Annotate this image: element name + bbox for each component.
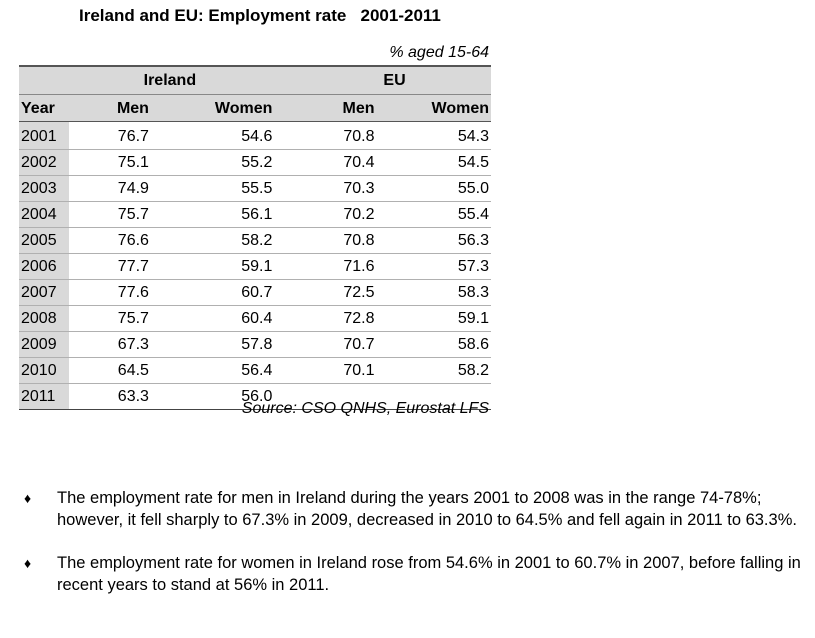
cell-eu-men: 70.1 — [304, 357, 407, 384]
cell-ireland-women: 60.7 — [189, 279, 305, 306]
table-row: 2011 63.3 56.0 — [19, 383, 491, 410]
table-row: 2008 75.7 60.4 72.8 59.1 — [19, 305, 491, 332]
cell-ireland-men: 75.7 — [68, 201, 190, 228]
bullet-text: The employment rate for men in Ireland d… — [57, 489, 797, 529]
cell-year: 2005 — [19, 227, 69, 254]
cell-ireland-men: 64.5 — [68, 357, 190, 384]
cell-ireland-women: 55.2 — [189, 149, 305, 176]
group-header-ireland: Ireland — [68, 65, 305, 95]
cell-year: 2001 — [19, 121, 69, 150]
employment-table: Ireland EU Year Men Women Men Women 2001… — [19, 65, 491, 410]
cell-eu-women: 54.3 — [457, 128, 489, 145]
table-row: 2007 77.6 60.7 72.5 58.3 — [19, 279, 491, 306]
column-header-ireland-men: Men — [68, 94, 190, 122]
table-row: 2002 75.1 55.2 70.4 54.5 — [19, 149, 491, 176]
cell-ireland-women: 58.2 — [189, 227, 305, 254]
column-header-eu-women: Women — [406, 94, 491, 122]
cell-eu-men: 72.5 — [304, 279, 407, 306]
bullet-list: ♦ The employment rate for men in Ireland … — [24, 488, 804, 618]
cell-ireland-men: 74.9 — [68, 175, 190, 202]
cell-ireland-men: 77.6 — [68, 279, 190, 306]
column-header-row: Year Men Women Men Women — [19, 94, 491, 122]
group-header-eu: EU — [304, 65, 491, 95]
cell-eu-women: 55.0 — [406, 175, 491, 202]
cell-eu-men: 70.7 — [304, 331, 407, 358]
table-row: 2005 76.6 58.2 70.8 56.3 — [19, 227, 491, 254]
cell-year: 2003 — [19, 175, 69, 202]
cell-eu-men: 70.8 — [304, 227, 407, 254]
cell-year: 2011 — [19, 383, 69, 410]
cell-eu-men: 70.3 — [304, 175, 407, 202]
bullet-item: ♦ The employment rate for men in Ireland … — [24, 488, 804, 531]
cell-eu-men: 71.6 — [304, 253, 407, 280]
cell-ireland-men: 75.7 — [68, 305, 190, 332]
cell-eu-women: 59.1 — [406, 305, 491, 332]
table-body: 2001 76.7 54.6 70.8 54.3 2002 75.1 55.2 70.4 54.5… — [19, 121, 491, 410]
unit-note: % aged 15-64 — [389, 44, 489, 61]
cell-ireland-women: 54.6 — [241, 128, 273, 145]
cell-ireland-women: 57.8 — [189, 331, 305, 358]
cell-ireland-men: 77.7 — [68, 253, 190, 280]
cell-ireland-women: 55.5 — [189, 175, 305, 202]
table-title: Ireland and EU: Employment rate 2001-201… — [79, 6, 441, 25]
column-header-year: Year — [19, 94, 69, 122]
cell-year: 2008 — [19, 305, 69, 332]
cell-eu-men: 72.8 — [304, 305, 407, 332]
source-note: Source: CSO QNHS, Eurostat LFS — [241, 400, 489, 417]
cell-year: 2006 — [19, 253, 69, 280]
cell-eu-women: 54.5 — [406, 149, 491, 176]
cell-year: 2004 — [19, 201, 69, 228]
group-header-row: Ireland EU — [19, 65, 491, 95]
cell-ireland-women: 56.0 — [189, 383, 305, 410]
diamond-bullet-icon: ♦ — [24, 555, 32, 571]
cell-eu-women: 58.6 — [406, 331, 491, 358]
cell-year: 2009 — [19, 331, 69, 358]
cell-year: 2002 — [19, 149, 69, 176]
cell-year: 2007 — [19, 279, 69, 306]
cell-eu-women: 58.3 — [406, 279, 491, 306]
group-header-blank — [19, 65, 69, 95]
table-row: 2001 76.7 54.6 70.8 54.3 — [19, 121, 491, 150]
column-header-ireland-women: Women — [189, 94, 305, 122]
bullet-text: The employment rate for women in Ireland… — [57, 554, 801, 594]
cell-ireland-men: 75.1 — [68, 149, 190, 176]
cell-ireland-men: 67.3 — [68, 331, 190, 358]
cell-ireland-women: 56.1 — [189, 201, 305, 228]
table-row: 2006 77.7 59.1 71.6 57.3 — [19, 253, 491, 280]
cell-year: 2010 — [19, 357, 69, 384]
cell-eu-women: 58.2 — [406, 357, 491, 384]
cell-eu-men: 70.8 — [343, 128, 375, 145]
column-header-eu-men: Men — [304, 94, 407, 122]
cell-eu-women: 57.3 — [406, 253, 491, 280]
cell-ireland-women: 56.4 — [189, 357, 305, 384]
cell-ireland-men: 63.3 — [68, 383, 190, 410]
cell-eu-women: 55.4 — [406, 201, 491, 228]
cell-ireland-women: 59.1 — [189, 253, 305, 280]
cell-ireland-women: 60.4 — [189, 305, 305, 332]
table-row: 2009 67.3 57.8 70.7 58.6 — [19, 331, 491, 358]
table-row: 2004 75.7 56.1 70.2 55.4 — [19, 201, 491, 228]
table-row: 2003 74.9 55.5 70.3 55.0 — [19, 175, 491, 202]
cell-ireland-men: 76.7 — [117, 128, 149, 145]
bullet-item: ♦ The employment rate for women in Irelan… — [24, 553, 804, 596]
cell-eu-women: 56.3 — [406, 227, 491, 254]
cell-eu-women — [406, 383, 491, 410]
diamond-bullet-icon: ♦ — [24, 490, 32, 506]
cell-eu-men: 70.4 — [304, 149, 407, 176]
cell-eu-men: 70.2 — [304, 201, 407, 228]
cell-ireland-men: 76.6 — [68, 227, 190, 254]
table-row: 2010 64.5 56.4 70.1 58.2 — [19, 357, 491, 384]
cell-eu-men — [304, 383, 407, 410]
